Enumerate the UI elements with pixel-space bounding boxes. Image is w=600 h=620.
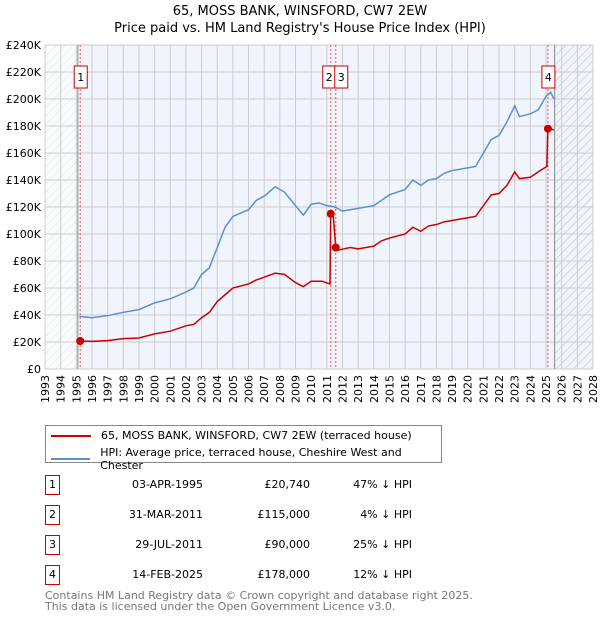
sale-hpi-diff: 47% ↓ HPI [353, 478, 412, 491]
x-tick-label: 2010 [305, 375, 318, 403]
y-tick-label: £100K [6, 228, 42, 241]
x-tick-label: 2006 [243, 375, 256, 403]
sale-date: 31-MAR-2011 [128, 508, 203, 521]
x-tick-label: 2024 [524, 375, 537, 403]
sale-label-number: 4 [545, 71, 552, 84]
legend-label-property: 65, MOSS BANK, WINSFORD, CW7 2EW (terrac… [101, 429, 412, 442]
legend-swatch-hpi [51, 458, 91, 460]
chart: 1993 1994 1995 1996 1997 1998 1999 2000 2001 2002… [6, 39, 600, 403]
x-tick-label: 1994 [55, 375, 68, 403]
y-tick-label: £80K [13, 255, 42, 268]
y-tick-label: £220K [6, 66, 42, 79]
x-tick-label: 2020 [462, 375, 475, 403]
x-tick-label: 2000 [149, 375, 162, 403]
sale-number-badge: 3 [45, 535, 60, 555]
x-tick-label: 2023 [509, 375, 522, 403]
y-tick-label: £140K [6, 174, 42, 187]
x-tick-label: 2027 [571, 375, 584, 403]
x-tick-label: 2009 [290, 375, 303, 403]
footer: Contains HM Land Registry data © Crown c… [45, 590, 473, 612]
sale-label-box [334, 65, 349, 89]
sale-point [76, 337, 85, 346]
x-tick-label: 2016 [399, 375, 412, 403]
sale-point [331, 243, 340, 252]
x-tick-label: 2008 [274, 375, 287, 403]
x-tick-label: 1997 [102, 375, 115, 403]
sale-price: £90,000 [264, 538, 311, 551]
x-tick-label: 2019 [446, 375, 459, 403]
sale-label-number: 2 [326, 71, 333, 84]
x-tick-label: 1995 [70, 375, 83, 403]
x-tick-label: 2005 [227, 375, 240, 403]
y-tick-label: £200K [6, 93, 42, 106]
y-tick-label: £160K [6, 147, 42, 160]
sales-table-row: 2 31-MAR-2011 £115,000 4% ↓ HPI [45, 505, 445, 525]
x-tick-label: 1996 [86, 375, 99, 403]
y-tick-label: £60K [13, 282, 42, 295]
x-tick-label: 2001 [164, 375, 177, 403]
sale-label-box [541, 65, 556, 89]
chart-title: 65, MOSS BANK, WINSFORD, CW7 2EW [172, 4, 428, 19]
x-tick-label: 2004 [211, 375, 224, 403]
x-tick-label: 1998 [117, 375, 130, 403]
x-tick-label: 2021 [477, 375, 490, 403]
sale-date: 03-APR-1995 [131, 478, 203, 491]
legend-label-hpi: HPI: Average price, terraced house, Ches… [100, 446, 402, 472]
sale-date: 14-FEB-2025 [132, 568, 203, 581]
x-tick-label: 1999 [133, 375, 146, 403]
sale-price: £178,000 [257, 568, 311, 581]
sale-number-badge: 4 [45, 565, 60, 585]
x-tick-label: 2002 [180, 375, 193, 403]
x-tick-label: 2015 [383, 375, 396, 403]
sale-price: £115,000 [257, 508, 311, 521]
sale-point [543, 124, 552, 133]
sale-label-number: 1 [77, 71, 84, 84]
footer-copyright: Contains HM Land Registry data © Crown c… [45, 589, 473, 602]
sale-number-badge: 1 [45, 475, 60, 495]
x-tick-label: 2014 [368, 375, 381, 403]
x-tick-label: 2003 [196, 375, 209, 403]
x-tick-label: 2025 [540, 375, 553, 403]
y-tick-label: £180K [6, 120, 42, 133]
x-tick-label: 2013 [352, 375, 365, 403]
y-tick-label: £20K [13, 336, 42, 349]
y-tick-label: £120K [6, 201, 42, 214]
sales-table-row: 4 14-FEB-2025 £178,000 12% ↓ HPI [45, 565, 445, 585]
legend-swatch-property [51, 434, 91, 437]
footer-licence: This data is licensed under the Open Gov… [45, 600, 396, 613]
sale-price: £20,740 [264, 478, 311, 491]
sales-table-row: 1 03-APR-1995 £20,740 47% ↓ HPI [45, 475, 445, 495]
chart-subtitle: Price paid vs. HM Land Registry's House … [114, 21, 486, 36]
sale-hpi-diff: 12% ↓ HPI [353, 568, 412, 581]
sale-hpi-diff: 4% ↓ HPI [360, 508, 412, 521]
y-tick-label: £0 [27, 363, 41, 376]
x-tick-label: 2026 [556, 375, 569, 403]
x-tick-label: 2012 [336, 375, 349, 403]
x-tick-label: 2022 [493, 375, 506, 403]
x-tick-label: 2018 [430, 375, 443, 403]
sale-label-number: 3 [338, 71, 345, 84]
sale-number-badge: 2 [45, 505, 60, 525]
sales-table-row: 3 29-JUL-2011 £90,000 25% ↓ HPI [45, 535, 445, 555]
y-tick-label: £40K [13, 309, 42, 322]
hpi-line [79, 91, 555, 319]
x-tick-label: 2007 [258, 375, 271, 403]
x-tick-label: 2011 [321, 375, 334, 403]
x-tick-label: 2017 [415, 375, 428, 403]
sale-hpi-diff: 25% ↓ HPI [353, 538, 412, 551]
sale-label-box [73, 65, 88, 89]
x-tick-label: 1993 [39, 375, 52, 403]
legend: 65, MOSS BANK, WINSFORD, CW7 2EW (terrac… [45, 425, 442, 472]
sale-date: 29-JUL-2011 [135, 538, 203, 551]
y-tick-label: £240K [6, 39, 42, 52]
x-tick-label: 2028 [587, 375, 600, 403]
sale-point [326, 209, 335, 218]
